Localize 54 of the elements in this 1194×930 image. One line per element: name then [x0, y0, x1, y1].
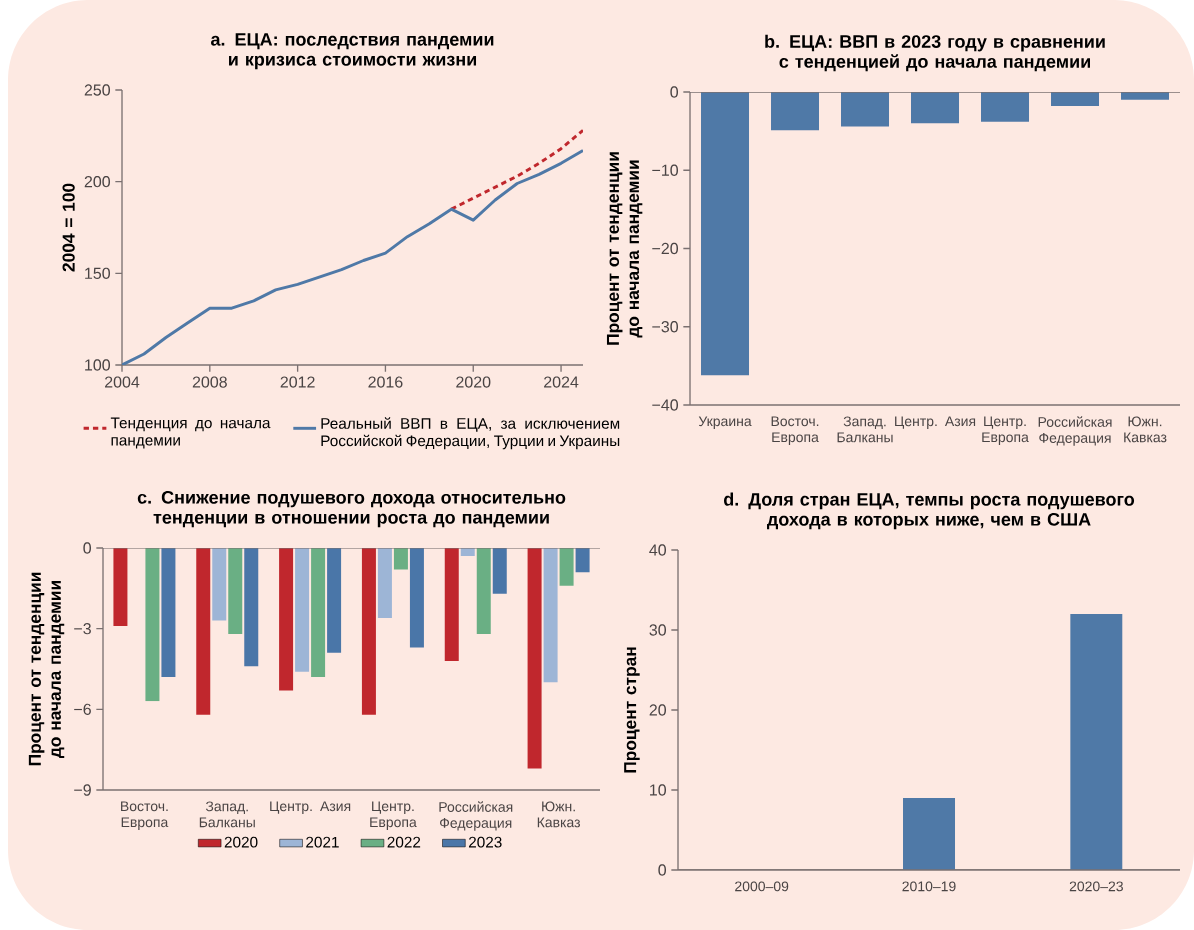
y-tick-label: −9: [74, 784, 91, 796]
chart-title: d. Доля стран ЕЦА, темпы роста подушевого дохода в которых ниже, чем в США: [723, 492, 1135, 530]
x-tick-label: Российская Федерация: [1038, 416, 1112, 446]
y-tick-label: −10: [652, 164, 679, 176]
x-tick-label: 2008: [192, 376, 227, 388]
x-tick-label: 2020: [456, 376, 491, 388]
x-tick-label: Центр. Азия: [270, 801, 351, 814]
x-tick-label: 2000–09: [735, 881, 789, 892]
x-tick-label: Центр. Европа: [370, 801, 417, 830]
x-tick-label: 2016: [368, 376, 403, 388]
chart-title: a. ЕЦА: последствия пандемии и кризиса стоимости жизни: [211, 33, 494, 70]
y-axis-title: Процент от тенденции до начала пандемии: [28, 572, 65, 766]
y-tick-label: 0: [670, 86, 679, 98]
x-tick-label: Украина: [698, 416, 752, 429]
x-tick-label: 2004: [105, 376, 140, 388]
y-tick-label: −3: [74, 623, 91, 635]
y-tick-label: 250: [84, 84, 111, 96]
chart-title: b. ЕЦА: ВВП в 2023 году в сравнении с тенденцией до начала пандемии: [765, 34, 1105, 72]
y-axis-title: Процент стран: [624, 647, 640, 773]
x-tick-label: Центр. Азия: [895, 416, 976, 429]
x-tick-label: 2020–23: [1069, 881, 1123, 892]
x-tick-label: 2012: [280, 376, 315, 388]
x-tick-label: Восточ. Европа: [121, 801, 169, 830]
y-axis-title: Процент от тенденции до начала пандемии: [606, 152, 643, 345]
legend-label: Реальный ВВП в ЕЦА, за исключением Российской Федерации, Турции и Украины: [321, 417, 620, 450]
y-tick-label: 0: [658, 864, 667, 876]
y-tick-label: 0: [83, 542, 92, 554]
y-tick-label: 100: [85, 359, 111, 371]
y-tick-label: 30: [649, 624, 667, 636]
legend-label: 2021: [306, 836, 339, 848]
x-tick-label: Южн. Кавказ: [1124, 416, 1167, 443]
legend-label: 2023: [468, 836, 502, 848]
legend-label: 2022: [387, 836, 421, 848]
y-axis-title: 2004 = 100: [62, 183, 75, 272]
y-tick-label: −40: [652, 399, 679, 411]
x-tick-label: Центр. Европа: [982, 416, 1029, 445]
y-tick-label: 10: [650, 784, 667, 796]
chart-title: c. Снижение подушевого дохода относительно тенденции в отношении роста до пандемии: [137, 490, 566, 528]
x-tick-label: Российская Федерация: [439, 801, 513, 831]
y-tick-label: −30: [652, 321, 679, 333]
x-tick-label: 2010–19: [902, 881, 956, 892]
y-tick-label: −20: [652, 242, 679, 255]
x-tick-label: 2024: [544, 376, 579, 388]
x-tick-label: Запад. Балканы: [199, 801, 255, 828]
x-tick-label: Южн. Кавказ: [537, 801, 581, 828]
y-tick-label: 150: [85, 267, 111, 279]
legend-label: Тенденция до начала пандемии: [110, 417, 271, 449]
y-tick-label: −6: [74, 703, 91, 715]
x-tick-label: Запад. Балканы: [837, 416, 893, 443]
x-tick-label: Восточ. Европа: [771, 416, 819, 445]
y-tick-label: 20: [649, 704, 667, 716]
y-tick-label: 200: [84, 176, 111, 188]
legend-label: 2020: [224, 836, 258, 848]
y-tick-label: 40: [649, 544, 667, 556]
